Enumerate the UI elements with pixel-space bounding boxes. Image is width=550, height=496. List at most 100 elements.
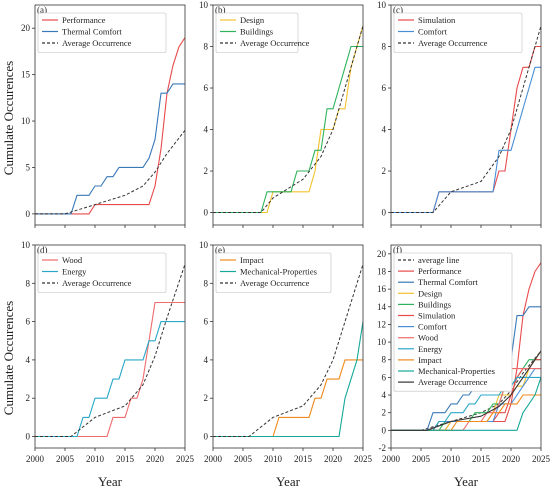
- y-tick-label: 6: [26, 317, 31, 327]
- series-group: [391, 262, 541, 431]
- series-line-wood: [35, 301, 185, 438]
- y-tick-label: 10: [377, 337, 387, 347]
- y-tick-label: 0: [382, 208, 387, 218]
- legend-label: Design: [240, 15, 265, 25]
- x-tick-label: 2015: [472, 454, 491, 464]
- plot-frame: [34, 4, 186, 226]
- legend-label: Wood: [62, 255, 83, 265]
- y-tick-label: 4: [204, 125, 209, 135]
- y-tick-label: 0: [204, 432, 209, 442]
- y-tick-label: 2: [26, 393, 31, 403]
- y-tick-label: 10: [199, 0, 209, 10]
- x-tick-label: 2000: [26, 454, 45, 464]
- legend-label: Thermal Comfort: [418, 277, 478, 287]
- series-line-average-occurrence: [35, 129, 185, 215]
- legend-label: Design: [418, 288, 443, 298]
- y-tick-label: 0: [382, 425, 387, 435]
- series-line-thermal-comfort: [35, 83, 185, 215]
- x-tick-label: 2000: [382, 454, 401, 464]
- y-tick-label: 10: [21, 240, 31, 250]
- y-tick-label: 14: [377, 302, 387, 312]
- series-line-average-occurrence: [35, 264, 185, 437]
- series-line-comfort: [391, 66, 541, 214]
- y-tick-label: 0: [26, 432, 31, 442]
- x-tick-label: 2020: [324, 454, 343, 464]
- y-tick-label: 6: [204, 317, 209, 327]
- legend-label: Impact: [418, 355, 442, 365]
- y-tick-label: -2: [379, 443, 387, 453]
- y-tick-label: 4: [204, 355, 209, 365]
- y-axis-label-top: Cumulate Occurences: [1, 61, 16, 175]
- x-axis-label-d: Year: [98, 474, 123, 489]
- series-group: [213, 264, 363, 438]
- legend-box: [215, 12, 299, 53]
- y-tick-label: 18: [377, 266, 387, 276]
- legend-label: Average Occurrence: [240, 278, 310, 288]
- series-line-average-occurrence: [213, 25, 363, 213]
- y-tick-label: 10: [377, 0, 387, 10]
- legend-label: Performance: [62, 15, 106, 25]
- legend-label: Average Occurrence: [418, 377, 488, 387]
- series-line-design: [213, 25, 363, 214]
- panel-label: (f): [393, 245, 402, 255]
- legend-label: Average Occurrence: [240, 38, 310, 48]
- y-tick-label: 6: [382, 372, 387, 382]
- series-group: [391, 25, 541, 214]
- x-tick-label: 2005: [234, 454, 253, 464]
- legend-label: Buildings: [240, 27, 273, 37]
- y-tick-label: 8: [204, 42, 209, 52]
- y-tick-label: 16: [377, 284, 387, 294]
- x-tick-label: 2010: [442, 454, 461, 464]
- legend-label: Average Occurrence: [62, 38, 132, 48]
- legend-label: Energy: [62, 267, 87, 277]
- panel-a: 0 5 10 15 20 (a) Performance Thermal ComfortAve…: [21, 4, 186, 228]
- y-tick-label: 10: [21, 116, 31, 126]
- y-tick-label: 4: [382, 390, 387, 400]
- legend-label: Simulation: [418, 311, 456, 321]
- y-tick-label: 2: [204, 393, 209, 403]
- y-tick-label: 12: [377, 319, 386, 329]
- series-line-average-occurrence: [213, 264, 363, 437]
- plot-frame: [390, 244, 542, 449]
- x-tick-label: 2025: [176, 454, 195, 464]
- y-axis-label-bottom: Cumulate Occurences: [1, 301, 16, 415]
- panel-label: (c): [393, 5, 403, 15]
- legend-label: Mechanical-Properties: [418, 366, 495, 376]
- legend-label: Comfort: [418, 27, 447, 37]
- y-tick-label: 8: [204, 278, 209, 288]
- x-tick-label: 2020: [146, 454, 165, 464]
- x-axis-label-f: Year: [454, 474, 479, 489]
- y-tick-label: 8: [382, 355, 387, 365]
- y-tick-label: 8: [382, 42, 387, 52]
- y-tick-label: 4: [26, 355, 31, 365]
- series-line-energy: [35, 321, 185, 438]
- x-tick-label: 2015: [116, 454, 135, 464]
- series-line-impact: [391, 394, 541, 431]
- y-tick-label: 4: [382, 125, 387, 135]
- x-tick-label: 2010: [264, 454, 283, 464]
- series-line-impact: [213, 359, 363, 438]
- legend-label: Thermal Comfort: [62, 27, 122, 37]
- y-tick-label: 10: [199, 240, 209, 250]
- series-line-mechanical-properties: [391, 377, 541, 431]
- plot-frame: [212, 4, 364, 226]
- legend-label: Average Occurrence: [62, 278, 132, 288]
- x-tick-label: 2000: [204, 454, 223, 464]
- legend-label: Performance: [418, 266, 462, 276]
- legend-box: [393, 12, 523, 53]
- x-tick-label: 2010: [86, 454, 105, 464]
- y-tick-label: 20: [377, 249, 387, 259]
- x-tick-label: 2005: [412, 454, 431, 464]
- series-group: [213, 25, 363, 214]
- series-group: [35, 264, 185, 438]
- legend-box: [215, 252, 332, 293]
- legend-box: [37, 12, 167, 53]
- y-tick-label: 2: [382, 166, 387, 176]
- legend-label: Wood: [418, 333, 439, 343]
- y-tick-label: 0: [204, 208, 209, 218]
- legend-label: Simulation: [418, 15, 456, 25]
- x-tick-label: 2020: [502, 454, 521, 464]
